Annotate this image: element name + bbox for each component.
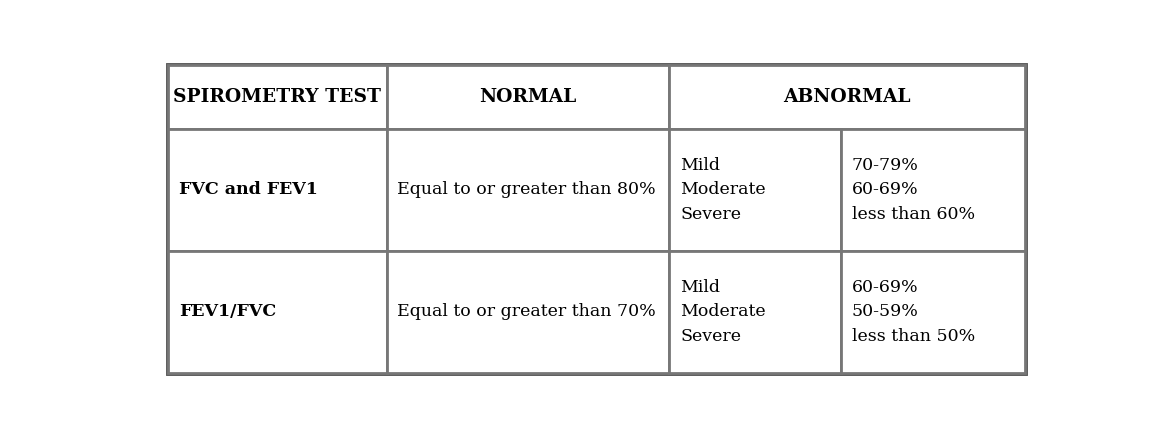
- Text: FEV1/FVC: FEV1/FVC: [179, 303, 276, 320]
- Bar: [168, 129, 386, 251]
- Text: 70-79%
60-69%
less than 60%: 70-79% 60-69% less than 60%: [852, 157, 974, 223]
- Bar: [386, 251, 669, 373]
- Bar: [669, 129, 840, 251]
- Bar: [669, 251, 840, 373]
- Bar: [840, 129, 1025, 251]
- Text: 60-69%
50-59%
less than 50%: 60-69% 50-59% less than 50%: [852, 279, 975, 345]
- Text: Mild
Moderate
Severe: Mild Moderate Severe: [680, 157, 766, 223]
- Bar: [386, 129, 669, 251]
- Bar: [168, 66, 386, 129]
- Bar: [386, 66, 669, 129]
- Text: Equal to or greater than 80%: Equal to or greater than 80%: [397, 181, 656, 198]
- Bar: [669, 66, 1025, 129]
- Bar: [840, 251, 1025, 373]
- Text: ABNORMAL: ABNORMAL: [783, 88, 911, 106]
- Text: FVC and FEV1: FVC and FEV1: [179, 181, 318, 198]
- Bar: [168, 251, 386, 373]
- Text: Mild
Moderate
Severe: Mild Moderate Severe: [680, 279, 766, 345]
- Text: Equal to or greater than 70%: Equal to or greater than 70%: [397, 303, 656, 320]
- Text: NORMAL: NORMAL: [480, 88, 576, 106]
- Text: SPIROMETRY TEST: SPIROMETRY TEST: [173, 88, 382, 106]
